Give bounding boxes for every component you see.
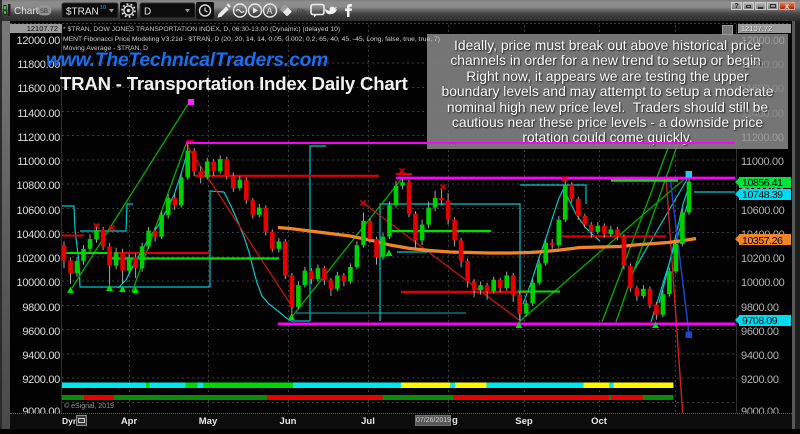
svg-text:SB: SB: [40, 9, 48, 15]
svg-text:A: A: [267, 6, 273, 16]
svg-text:$TRAN: $TRAN: [66, 7, 99, 18]
svg-text:Chart: Chart: [14, 6, 39, 17]
svg-text:0%: 0%: [297, 9, 306, 15]
svg-text:10: 10: [100, 5, 106, 11]
svg-text:D: D: [144, 7, 151, 18]
